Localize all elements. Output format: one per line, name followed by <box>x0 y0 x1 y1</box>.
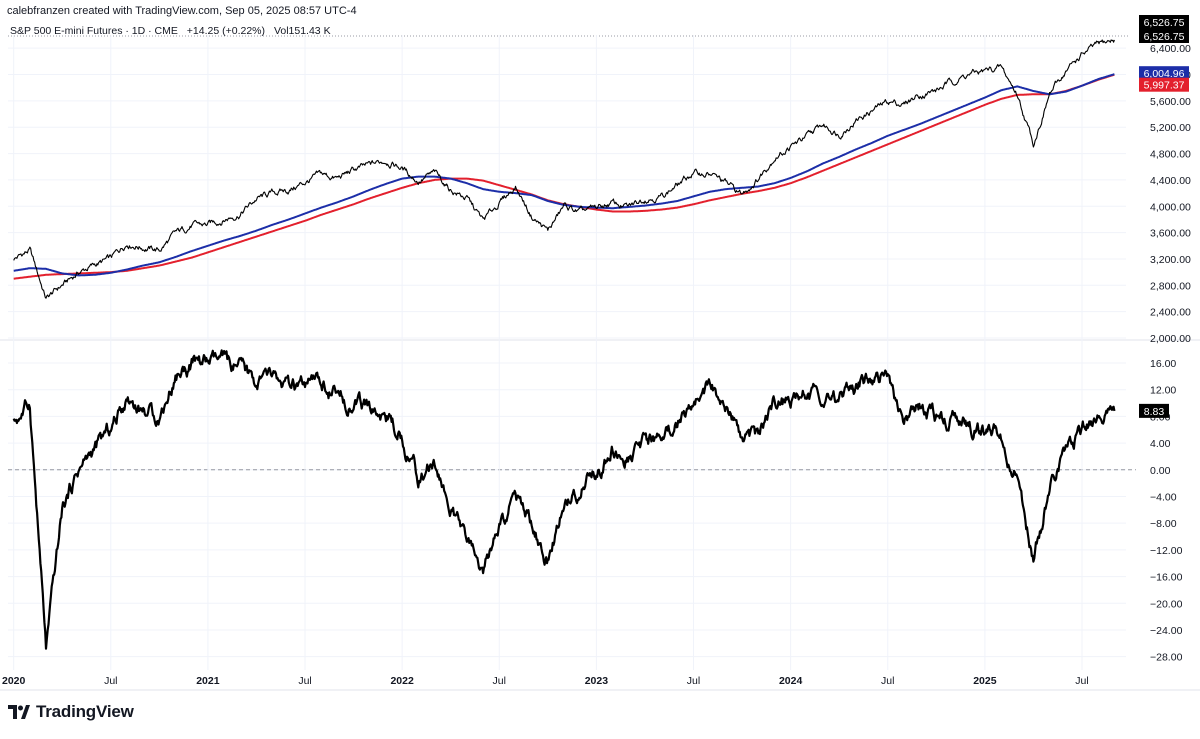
osc-tick-label: −4.00 <box>1150 491 1177 503</box>
tradingview-wordmark: TradingView <box>36 702 134 721</box>
price-tick-label: 4,400.00 <box>1150 175 1191 187</box>
price-pane <box>13 39 1115 299</box>
price-tick-label: 5,600.00 <box>1150 96 1191 108</box>
ma-fast-label: 6,004.96 <box>1144 68 1185 80</box>
oscillator-pane <box>12 349 1116 650</box>
tradingview-branding[interactable]: TradingView <box>8 702 134 722</box>
symbol-change: +14.25 (+0.22%) <box>186 25 266 37</box>
price-tick-label: 2,400.00 <box>1150 307 1191 319</box>
axis-layer: 2,000.00 2,400.00 2,800.00 3,200.00 3,600.00… <box>2 15 1191 687</box>
ma-slow-label: 5,997.37 <box>1144 80 1185 92</box>
time-tick-label: 2020 <box>2 675 26 687</box>
price-tick-label: 5,200.00 <box>1150 122 1191 134</box>
price-tick-label: 3,600.00 <box>1150 228 1191 240</box>
time-tick-label: 2022 <box>390 675 414 687</box>
symbol-volume: Vol151.43 K <box>273 25 331 37</box>
osc-tick-label: −28.00 <box>1150 652 1183 664</box>
price-tick-label: 2,000.00 <box>1150 333 1191 345</box>
osc-tick-label: 4.00 <box>1150 438 1171 450</box>
time-tick-label: 2021 <box>196 675 220 687</box>
symbol-name[interactable]: S&P 500 E-mini Futures · 1D · CME <box>10 25 178 37</box>
last-price-label-top: 6,526.75 <box>1144 17 1185 29</box>
tradingview-logo-icon <box>8 705 30 719</box>
osc-last-label: 8.83 <box>1144 406 1165 418</box>
price-tick-label: 3,200.00 <box>1150 254 1191 266</box>
time-tick-label: Jul <box>1075 675 1088 687</box>
oscillator-line <box>12 349 1116 650</box>
price-tick-label: 4,000.00 <box>1150 201 1191 213</box>
time-tick-label: Jul <box>298 675 311 687</box>
osc-tick-label: −8.00 <box>1150 518 1177 530</box>
price-line <box>13 39 1115 299</box>
grid-layer <box>0 35 1200 691</box>
ma-slow-label-badge <box>1139 77 1189 92</box>
ma-slow-line <box>13 73 1115 280</box>
time-tick-label: Jul <box>104 675 117 687</box>
time-tick-label: 2023 <box>585 675 609 687</box>
symbol-legend[interactable]: S&P 500 E-mini Futures · 1D · CME +14.25… <box>10 25 337 37</box>
ma-fast-line <box>13 73 1115 277</box>
time-tick-label: 2025 <box>973 675 997 687</box>
last-price-label: 6,526.75 <box>1144 31 1185 43</box>
ma-fast-label-badge <box>1139 66 1189 81</box>
chart-credit: calebfranzen created with TradingView.co… <box>7 5 357 17</box>
price-tick-label: 6,400.00 <box>1150 43 1191 55</box>
time-tick-label: 2024 <box>779 675 803 687</box>
time-tick-label: Jul <box>687 675 700 687</box>
osc-tick-label: −16.00 <box>1150 572 1183 584</box>
price-tick-label: 2,800.00 <box>1150 280 1191 292</box>
osc-tick-label: 0.00 <box>1150 465 1171 477</box>
time-tick-label: Jul <box>493 675 506 687</box>
osc-tick-label: −12.00 <box>1150 545 1183 557</box>
last-price-label-badge <box>1139 29 1189 43</box>
time-tick-label: Jul <box>881 675 894 687</box>
osc-tick-label: −20.00 <box>1150 598 1183 610</box>
osc-tick-label: −24.00 <box>1150 625 1183 637</box>
osc-tick-label: 16.00 <box>1150 358 1176 370</box>
osc-last-badge <box>1139 403 1169 418</box>
price-tick-label: 4,800.00 <box>1150 149 1191 161</box>
osc-tick-label: 12.00 <box>1150 385 1176 397</box>
last-price-label-top-badge <box>1139 15 1189 29</box>
